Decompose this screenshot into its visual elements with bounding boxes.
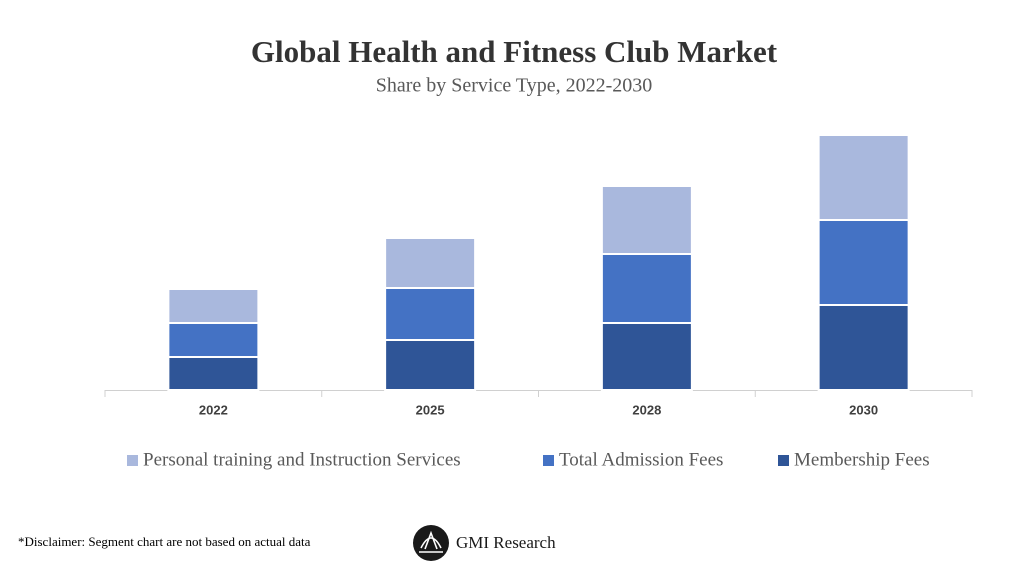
bar-segment <box>600 185 693 255</box>
legend-swatch <box>778 455 789 466</box>
bar-segment <box>384 287 477 341</box>
logo-circle <box>413 525 449 561</box>
legend-swatch <box>127 455 138 466</box>
brand-name: GMI Research <box>456 533 556 552</box>
chart-title: Global Health and Fitness Club Market <box>251 34 778 69</box>
bar-segment <box>817 134 910 221</box>
chart-subtitle: Share by Service Type, 2022-2030 <box>376 75 653 97</box>
x-tick-label: 2025 <box>416 402 445 417</box>
legend: Personal training and Instruction Servic… <box>127 449 930 470</box>
legend-swatch <box>543 455 554 466</box>
bar-segment <box>384 339 477 391</box>
plot: 2022 2025 2028 2030 <box>104 134 973 417</box>
disclaimer: *Disclaimer: Segment chart are not based… <box>18 534 311 549</box>
bar-segment <box>600 253 693 324</box>
legend-label: Membership Fees <box>794 449 930 470</box>
bar-segment <box>817 304 910 391</box>
bar-segment <box>167 356 260 391</box>
brand-logo: GMI Research <box>413 525 556 561</box>
x-tick-label: 2022 <box>199 402 228 417</box>
bar-segment <box>384 237 477 289</box>
legend-label: Total Admission Fees <box>559 449 723 470</box>
bar-segment <box>817 219 910 306</box>
x-tick-label: 2028 <box>632 402 661 417</box>
bar-segment <box>167 288 260 324</box>
bar-segment <box>167 322 260 358</box>
logo-mark <box>419 530 443 553</box>
bar-segment <box>600 322 693 391</box>
x-tick-label: 2030 <box>849 402 878 417</box>
legend-label: Personal training and Instruction Servic… <box>143 449 461 470</box>
